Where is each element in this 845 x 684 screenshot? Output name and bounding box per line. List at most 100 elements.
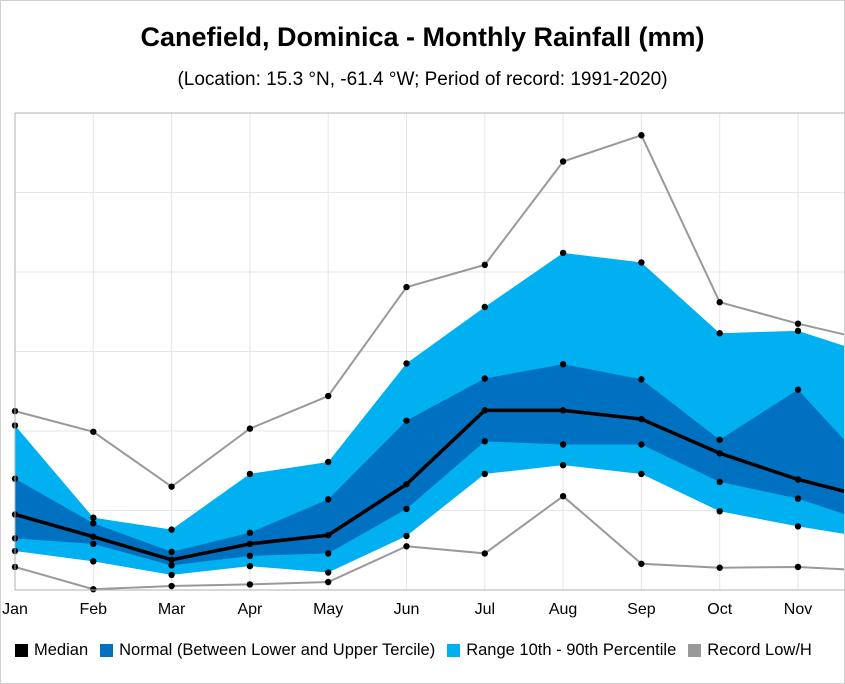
upper-tercile-point: [716, 436, 723, 443]
legend-label-record: Record Low/H: [707, 641, 812, 659]
x-tick-label: Jan: [2, 601, 28, 618]
chart-subtitle: (Location: 15.3 °N, -61.4 °W; Period of …: [177, 69, 668, 90]
record-high-point: [168, 483, 175, 490]
median-point: [403, 481, 410, 488]
lower-tercile-point: [716, 478, 723, 486]
median-point: [638, 415, 645, 423]
legend-item-normal: Normal (Between Lower and Upper Tercile): [100, 641, 435, 660]
record-high-point: [481, 261, 488, 269]
record-high-point: [559, 158, 567, 165]
upper-tercile-point: [638, 376, 645, 383]
p10-point: [90, 558, 97, 565]
p10-point: [403, 532, 410, 540]
p90-point: [481, 303, 488, 311]
legend-swatch-record: [688, 644, 702, 657]
legend-label-range: Range 10th - 90th Percentile: [466, 641, 677, 659]
legend-swatch-normal: [100, 644, 114, 657]
p90-point: [403, 360, 410, 367]
record-low-point: [559, 492, 567, 500]
legend-swatch-median: [15, 644, 28, 657]
lower-tercile-point: [481, 438, 488, 445]
median-point: [716, 450, 723, 457]
record-high-point: [90, 428, 97, 435]
lower-tercile-point: [246, 552, 254, 560]
p10-point: [481, 470, 488, 478]
p90-point: [246, 470, 254, 478]
lower-tercile-point: [168, 562, 175, 569]
record-low-point: [90, 586, 97, 593]
x-tick-label: Oct: [707, 601, 732, 618]
lower-tercile-point: [794, 495, 802, 502]
record-low-point: [638, 560, 645, 567]
p10-point: [168, 571, 175, 579]
record-high-point: [403, 283, 410, 291]
plot-area: [11, 132, 845, 593]
median-point: [246, 540, 254, 548]
upper-tercile-point: [794, 386, 802, 393]
upper-tercile-point: [90, 520, 97, 527]
median-point: [90, 533, 97, 540]
x-tick-label: Nov: [784, 601, 812, 618]
p90-point: [559, 249, 567, 257]
record-low-point: [481, 550, 488, 557]
legend-label-normal: Normal (Between Lower and Upper Tercile): [119, 641, 436, 659]
record-high-point: [246, 425, 254, 432]
median-line: [14, 408, 845, 562]
p90-point: [794, 327, 802, 335]
x-tick-label: Jul: [475, 601, 495, 618]
lower-tercile-point: [638, 441, 645, 448]
record-high-line: [14, 134, 845, 488]
p10-point: [559, 461, 567, 469]
legend-label-median: Median: [34, 641, 89, 659]
x-tick-label: Jun: [394, 601, 420, 618]
p10-point: [794, 523, 802, 530]
record-low-point: [716, 564, 723, 571]
record-high-point: [794, 320, 802, 327]
record-high-point: [325, 392, 332, 400]
record-low-point: [403, 543, 410, 550]
record-low-point: [794, 563, 802, 571]
p10-point: [325, 569, 332, 576]
median-point: [325, 531, 332, 539]
record-low-point: [246, 581, 254, 588]
lower-tercile-point: [325, 550, 332, 557]
p10-point: [246, 562, 254, 570]
x-tick-label: Sep: [627, 601, 656, 618]
x-tick-label: Feb: [80, 601, 108, 618]
legend-item-range: Range 10th - 90th Percentile: [447, 641, 676, 660]
lower-tercile-point: [403, 505, 410, 513]
upper-tercile-point: [168, 548, 175, 556]
p10-point: [638, 470, 645, 478]
record-low-line: [14, 494, 845, 591]
p90-point: [638, 259, 645, 266]
p90-point: [716, 330, 723, 337]
median-point: [481, 407, 488, 414]
x-tick-label: May: [313, 601, 343, 618]
median-point: [559, 407, 567, 414]
lower-tercile-point: [559, 441, 567, 448]
normal-band: [15, 364, 845, 566]
upper-tercile-point: [325, 496, 332, 503]
median-point: [794, 476, 802, 483]
legend-item-record: Record Low/H: [688, 641, 812, 660]
p90-point: [325, 458, 332, 466]
p10-point: [716, 508, 723, 515]
legend: Median Normal (Between Lower and Upper T…: [15, 641, 824, 660]
upper-tercile-point: [246, 529, 254, 536]
chart-title: Canefield, Dominica - Monthly Rainfall (…: [140, 22, 705, 52]
lower-tercile-point: [90, 540, 97, 548]
p90-point: [90, 514, 97, 521]
record-high-point: [638, 132, 645, 139]
upper-tercile-point: [559, 361, 567, 368]
legend-swatch-range: [447, 644, 461, 657]
median-point: [168, 556, 175, 563]
upper-tercile-point: [403, 417, 410, 424]
record-low-point: [325, 578, 332, 586]
upper-tercile-point: [481, 375, 488, 382]
p90-point: [168, 526, 175, 533]
record-high-point: [716, 299, 723, 306]
x-tick-label: Mar: [158, 601, 186, 618]
x-tick-label: Apr: [237, 601, 263, 618]
x-tick-label: Aug: [549, 601, 577, 618]
